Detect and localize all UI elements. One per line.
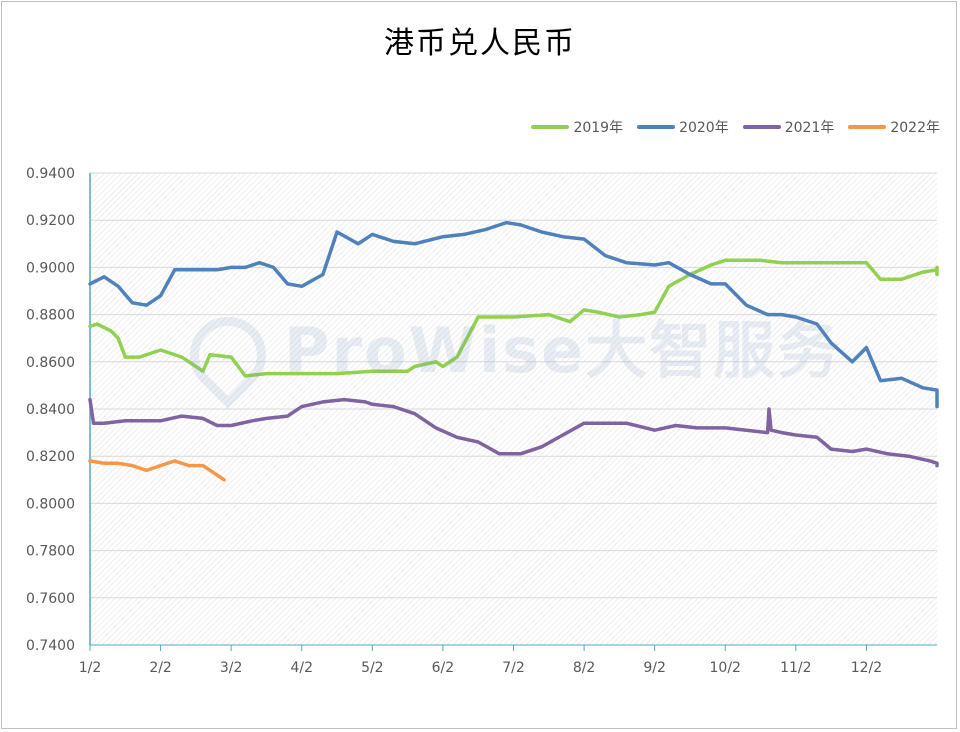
y-tick-label: 0.8400 [26, 402, 75, 418]
y-tick-label: 0.9400 [26, 166, 75, 182]
legend-item: 2020年 [637, 117, 729, 137]
legend-item: 2022年 [848, 117, 940, 137]
y-tick-label: 0.8000 [26, 496, 75, 512]
legend-label: 2020年 [679, 120, 729, 136]
series-line [88, 258, 939, 378]
series-line [88, 459, 226, 482]
x-tick-label: 9/2 [643, 660, 666, 676]
x-tick-label: 6/2 [432, 660, 455, 676]
y-tick-label: 0.7400 [26, 638, 75, 654]
chart-title: 港币兑人民币 [384, 26, 576, 61]
x-tick-label: 5/2 [361, 660, 384, 676]
x-tick-label: 10/2 [710, 660, 741, 676]
x-tick-label: 4/2 [290, 660, 313, 676]
x-tick-label: 2/2 [149, 660, 172, 676]
legend-swatch [637, 125, 676, 129]
y-tick-label: 0.7600 [26, 591, 75, 607]
legend-item: 2021年 [742, 117, 835, 137]
series-line [88, 397, 939, 468]
y-tick-label: 0.8200 [26, 449, 75, 465]
legend-swatch [848, 125, 887, 129]
y-tick-label: 0.8800 [26, 308, 75, 324]
axes: 0.9400 0.9200 0.9000 0.8800 0.8600 0.8400 0.82… [26, 166, 937, 676]
x-tick-label: 8/2 [573, 660, 596, 676]
y-tick-label: 0.8600 [26, 355, 75, 371]
legend-label: 2019年 [573, 120, 624, 136]
x-tick-label: 3/2 [220, 660, 243, 676]
legend-item: 2019年 [531, 117, 623, 137]
legend-label: 2022年 [890, 120, 940, 136]
x-tick-label: 12/2 [851, 660, 882, 676]
y-tick-label: 0.9000 [26, 260, 75, 276]
legend-swatch [742, 125, 781, 129]
legend-swatch [531, 125, 570, 129]
series-lines [88, 220, 939, 482]
legend-label: 2021年 [784, 120, 835, 136]
x-tick-label: 7/2 [502, 660, 525, 676]
y-tick-label: 0.7800 [26, 544, 75, 560]
x-tick-label: 11/2 [780, 660, 811, 676]
y-tick-label: 0.9200 [26, 213, 75, 229]
x-tick-label: 1/2 [79, 660, 102, 676]
series-line [88, 220, 939, 409]
legend: 2019年 2020年 2021年 2022年 [531, 117, 940, 137]
